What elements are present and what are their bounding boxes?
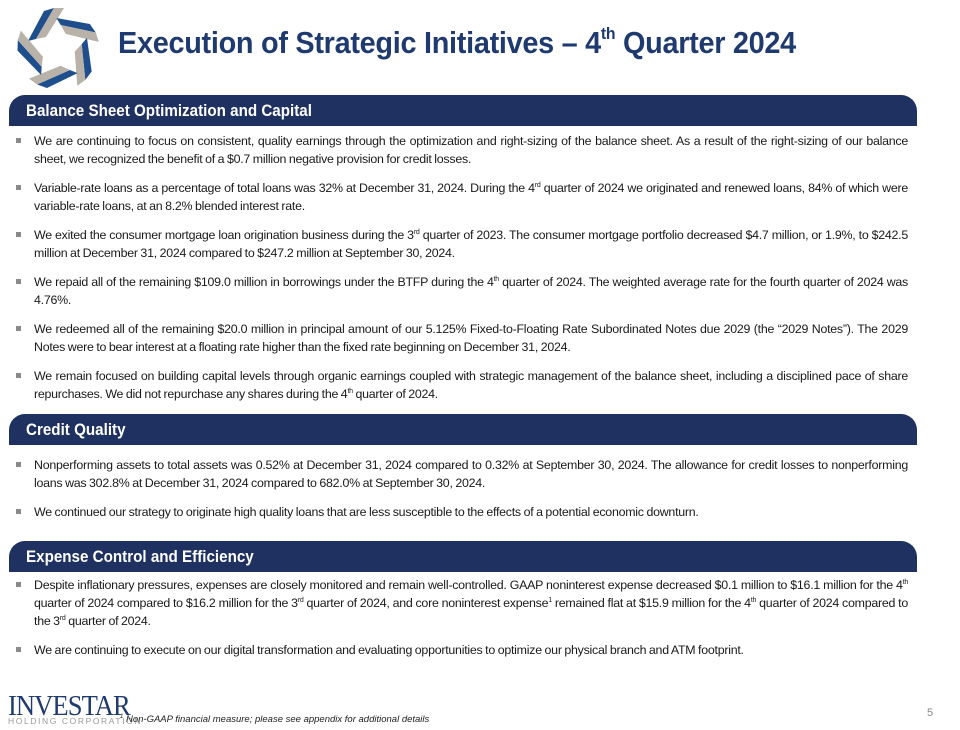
bullet-text: remained flat at $15.9 million for the 4	[551, 596, 751, 610]
bullet-text: We are continuing to execute on our digi…	[34, 643, 744, 657]
company-star-logo-icon	[9, 7, 107, 90]
square-bullet-icon	[16, 582, 21, 587]
bullet-text: We exited the consumer mortgage loan ori…	[34, 228, 414, 242]
section-header-credit-quality: Credit Quality	[9, 414, 917, 445]
bullet-item: We exited the consumer mortgage loan ori…	[16, 226, 908, 262]
bullet-text: We redeemed all of the remaining $20.0 m…	[34, 322, 908, 354]
square-bullet-icon	[16, 462, 21, 467]
bullet-text: We remain focused on building capital le…	[34, 369, 908, 401]
bullet-item: We remain focused on building capital le…	[16, 367, 908, 403]
bullet-item: We are continuing to execute on our digi…	[16, 641, 908, 659]
superscript: 1	[548, 597, 552, 604]
bullet-item: Variable-rate loans as a percentage of t…	[16, 179, 908, 215]
square-bullet-icon	[16, 509, 21, 514]
bullet-item: We repaid all of the remaining $109.0 mi…	[16, 273, 908, 309]
bullet-text: quarter of 2023. The consumer mortgage p…	[34, 228, 908, 260]
superscript: th	[902, 579, 909, 586]
bullet-text: We continued our strategy to originate h…	[34, 505, 699, 519]
square-bullet-icon	[16, 647, 21, 652]
bullet-item: Nonperforming assets to total assets was…	[16, 456, 908, 492]
bullet-item: Despite inflationary pressures, expenses…	[16, 576, 908, 630]
bullet-text: quarter of 2024 we originated and renewe…	[34, 181, 908, 213]
superscript: rd	[534, 182, 541, 189]
section-header-expense-control: Expense Control and Efficiency	[9, 541, 917, 572]
square-bullet-icon	[16, 279, 21, 284]
bullet-text: quarter of 2024. The weighted average ra…	[34, 275, 909, 307]
page-title: Execution of Strategic Initiatives – 4th…	[118, 24, 796, 60]
superscript: rd	[297, 597, 304, 604]
bullet-text: We are continuing to focus on consistent…	[34, 134, 908, 166]
bullet-item: We redeemed all of the remaining $20.0 m…	[16, 320, 908, 356]
expense-control-bullets: Despite inflationary pressures, expenses…	[16, 576, 908, 670]
superscript: th	[493, 276, 500, 283]
bullet-text: quarter of 2024.	[65, 614, 151, 628]
bullet-text: Variable-rate loans as a percentage of t…	[34, 181, 535, 195]
bullet-text: Despite inflationary pressures, expenses…	[34, 578, 903, 592]
square-bullet-icon	[16, 185, 21, 190]
section-header-balance-sheet: Balance Sheet Optimization and Capital	[9, 95, 917, 126]
footnote: 1 Non-GAAP financial measure; please see…	[120, 714, 430, 725]
investar-logo: INVESTAR	[8, 691, 131, 722]
balance-sheet-bullets: We are continuing to focus on consistent…	[16, 132, 908, 414]
superscript: rd	[59, 615, 66, 622]
square-bullet-icon	[16, 232, 21, 237]
bullet-text: quarter of 2024, and core noninterest ex…	[303, 596, 549, 610]
superscript: th	[347, 388, 353, 395]
bullet-text: quarter of 2024.	[352, 387, 438, 401]
superscript: th	[750, 597, 757, 604]
bullet-text: We repaid all of the remaining $109.0 mi…	[34, 275, 494, 289]
bullet-text: quarter of 2024 compared to $16.2 millio…	[34, 596, 298, 610]
credit-quality-bullets: Nonperforming assets to total assets was…	[16, 456, 908, 532]
bullet-text: quarter of 2024 compared to the 3	[34, 596, 908, 628]
investar-logo-subtitle: HOLDING CORPORATION	[8, 716, 143, 726]
page-number: 5	[927, 707, 934, 719]
square-bullet-icon	[16, 326, 21, 331]
bullet-text: Nonperforming assets to total assets was…	[34, 458, 908, 490]
square-bullet-icon	[16, 138, 21, 143]
square-bullet-icon	[16, 373, 21, 378]
superscript: rd	[413, 229, 420, 236]
bullet-item: We are continuing to focus on consistent…	[16, 132, 908, 168]
bullet-item: We continued our strategy to originate h…	[16, 503, 908, 521]
